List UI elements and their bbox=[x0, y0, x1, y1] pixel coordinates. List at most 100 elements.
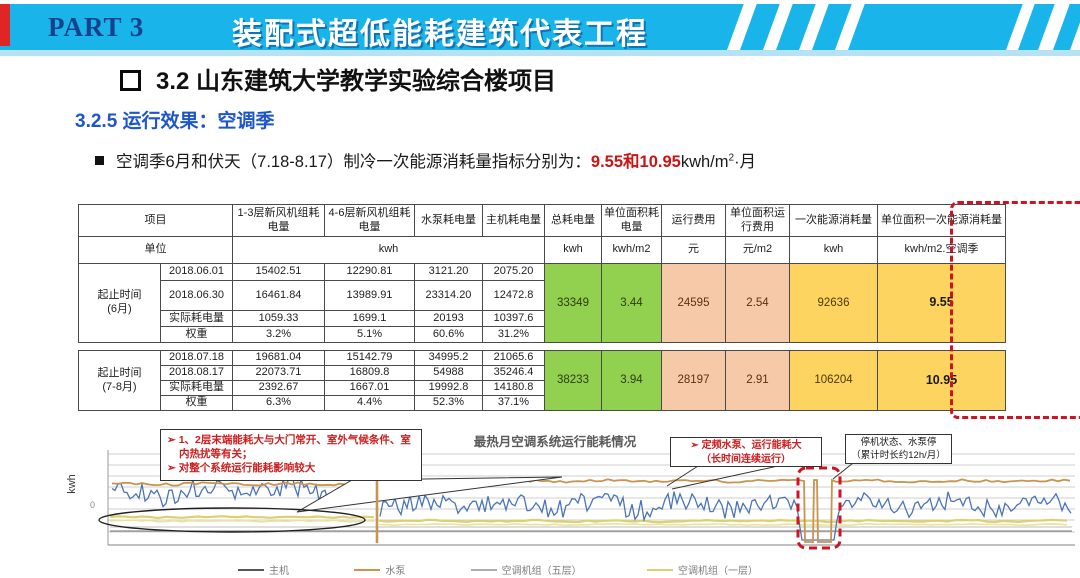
pointer-line bbox=[671, 465, 779, 490]
legend-item: 主机 bbox=[238, 562, 289, 577]
cell: 1699.1 bbox=[324, 310, 415, 327]
total-power-julaug: 38233 bbox=[544, 350, 602, 411]
primary-energy-julaug: 106204 bbox=[789, 350, 878, 411]
unit-cell: kwh bbox=[789, 236, 878, 264]
cell: 54988 bbox=[414, 365, 483, 381]
cell: 14180.8 bbox=[482, 380, 545, 396]
table-row: 权重 6.3% 4.4% 52.3% 37.1% bbox=[79, 395, 1006, 411]
key-finding-text: 空调季6月和伏天（7.18-8.17）制冷一次能源消耗量指标分别为：9.55和1… bbox=[116, 148, 756, 172]
series-blue-right bbox=[379, 491, 1072, 541]
cell: 2018.07.18 bbox=[160, 350, 233, 366]
callout-line: 停机状态、水泵停 bbox=[860, 437, 937, 448]
cell: 4.4% bbox=[324, 395, 415, 411]
y-axis-tick: 0 bbox=[90, 500, 96, 510]
cost-julaug: 28197 bbox=[661, 350, 726, 411]
col-header: 水泵耗电量 bbox=[414, 204, 483, 237]
series-ahu-floor1-light bbox=[378, 522, 1068, 527]
unit-label: 单位 bbox=[78, 236, 233, 264]
diagonal-stripe bbox=[1003, 4, 1037, 50]
per-area-power-june: 3.44 bbox=[601, 263, 662, 343]
callout-line: ➢ 对整个系统运行能耗影响较大 bbox=[167, 462, 316, 475]
cell: 1667.01 bbox=[324, 380, 415, 396]
unit-cell: kwh/m2 bbox=[601, 236, 662, 264]
table-row: 实际耗电量 2392.67 1667.01 19992.8 14180.8 bbox=[79, 380, 1006, 396]
cell: 20193 bbox=[414, 310, 483, 327]
callout-wedge bbox=[296, 476, 563, 513]
diagonal-stripe bbox=[760, 4, 795, 50]
cost-june: 24595 bbox=[661, 263, 726, 343]
unit-base: kwh/m bbox=[680, 153, 729, 171]
cell: 19992.8 bbox=[414, 380, 483, 396]
y-axis-label: kwh bbox=[65, 474, 78, 494]
top-banner: PART 3 装配式超低能耗建筑代表工程 bbox=[0, 4, 1080, 50]
table-unit-row: 单位 kwh kwh kwh/m2 元 元/m2 kwh kwh/m2.空调季 bbox=[78, 236, 1006, 264]
banner-title: 装配式超低能耗建筑代表工程 bbox=[232, 18, 648, 50]
cell: 34995.2 bbox=[414, 350, 483, 366]
cell: 35246.4 bbox=[482, 365, 545, 381]
bullet-prefix: 空调季6月和伏天（7.18-8.17）制冷一次能源消耗量指标分别为： bbox=[116, 153, 591, 171]
series-pump-left bbox=[111, 481, 371, 487]
cell: 16809.8 bbox=[324, 365, 415, 381]
callout-shutdown: 停机状态、水泵停 （累计时长约12h/月） bbox=[845, 434, 952, 464]
cell: 15402.51 bbox=[232, 263, 325, 281]
table-spacer-row bbox=[79, 343, 1006, 351]
unit-tail: ·月 bbox=[734, 153, 757, 171]
series-ahu-floor1 bbox=[378, 518, 1068, 524]
diagonal-stripe bbox=[832, 4, 867, 50]
energy-table-grid: 项目 1-3层新风机组耗电量 4-6层新风机组耗电量 水泵耗电量 主机耗电量 总… bbox=[78, 204, 1006, 411]
energy-table: 项目 1-3层新风机组耗电量 4-6层新风机组耗电量 水泵耗电量 主机耗电量 总… bbox=[78, 201, 1080, 419]
table-row: 实际耗电量 1059.33 1699.1 20193 10397.6 bbox=[79, 310, 1006, 327]
legend-label: 空调机组（五层） bbox=[501, 566, 582, 577]
banner-red-accent bbox=[0, 4, 10, 46]
table-row: 权重 3.2% 5.1% 60.6% 31.2% bbox=[79, 326, 1006, 343]
unit-cell: 元/m2 bbox=[725, 236, 790, 264]
section-subtitle: 3.2.5 运行效果：空调季 bbox=[75, 111, 275, 132]
legend-label: 空调机组（一层） bbox=[677, 566, 758, 577]
legend-swatch-ahu-floor5 bbox=[470, 568, 497, 571]
period-cell-june: 起止时间 (6月) bbox=[78, 263, 161, 343]
col-header: 主机耗电量 bbox=[482, 204, 545, 237]
pointer-line bbox=[666, 465, 699, 487]
cell: 31.2% bbox=[482, 326, 545, 343]
legend-label: 水泵 bbox=[385, 566, 406, 577]
table-row: 2018.06.30 16461.84 13989.91 23314.20 12… bbox=[79, 280, 1006, 311]
table-row: 2018.08.17 22073.71 16809.8 54988 35246.… bbox=[79, 365, 1006, 381]
bullet-square-icon bbox=[95, 156, 104, 165]
callout-line: （累计时长约12h/月） bbox=[851, 450, 946, 462]
legend-item: 空调机组（五层） bbox=[470, 562, 582, 577]
cell: 12472.8 bbox=[482, 280, 545, 311]
col-header: 单位面积耗电量 bbox=[601, 204, 662, 237]
period-cell-julaug: 起止时间 (7-8月) bbox=[78, 350, 161, 411]
diagonal-stripe bbox=[796, 4, 831, 50]
series-pump-right bbox=[379, 478, 1071, 543]
banner-part-label: PART 3 bbox=[48, 12, 145, 42]
cell: 1059.33 bbox=[232, 310, 325, 327]
legend-item: 水泵 bbox=[354, 562, 405, 577]
cell: 2075.20 bbox=[482, 263, 545, 281]
cell: 3.2% bbox=[232, 326, 325, 343]
callout-line: （长时间连续运行） bbox=[701, 453, 791, 465]
cell: 实际耗电量 bbox=[160, 380, 233, 396]
series-ahu-floor1 bbox=[109, 515, 375, 520]
col-header: 单位面积一次能源消耗量 bbox=[877, 204, 1006, 237]
legend-item: 空调机组（一层） bbox=[646, 562, 758, 577]
primary-per-area-julaug: 10.95 bbox=[877, 350, 1006, 411]
cell: 23314.20 bbox=[414, 280, 483, 311]
col-header: 4-6层新风机组耗电量 bbox=[324, 204, 415, 237]
pointer-line bbox=[832, 462, 854, 480]
cell: 3121.20 bbox=[414, 263, 483, 281]
cell: 12290.81 bbox=[324, 263, 415, 281]
col-header: 运行费用 bbox=[661, 204, 726, 237]
value-julaug: 10.95 bbox=[639, 153, 681, 171]
col-header: 总耗电量 bbox=[544, 204, 602, 237]
cell: 6.3% bbox=[232, 395, 325, 411]
col-header: 一次能源消耗量 bbox=[789, 204, 878, 237]
cell: 19681.04 bbox=[232, 350, 325, 366]
table-header-row: 项目 1-3层新风机组耗电量 4-6层新风机组耗电量 水泵耗电量 主机耗电量 总… bbox=[78, 204, 1006, 237]
callout-terminal-energy: ➢ 1、2层末端能耗大与大门常开、室外气候条件、室内热扰等有关； ➢ 对整个系统… bbox=[160, 429, 422, 481]
callout-pump-energy: ➢ 定频水泵、运行能耗大 （长时间连续运行） bbox=[670, 437, 822, 467]
value-june: 9.55 bbox=[590, 153, 624, 171]
cell: 37.1% bbox=[482, 395, 545, 411]
energy-chart bbox=[98, 450, 1075, 550]
